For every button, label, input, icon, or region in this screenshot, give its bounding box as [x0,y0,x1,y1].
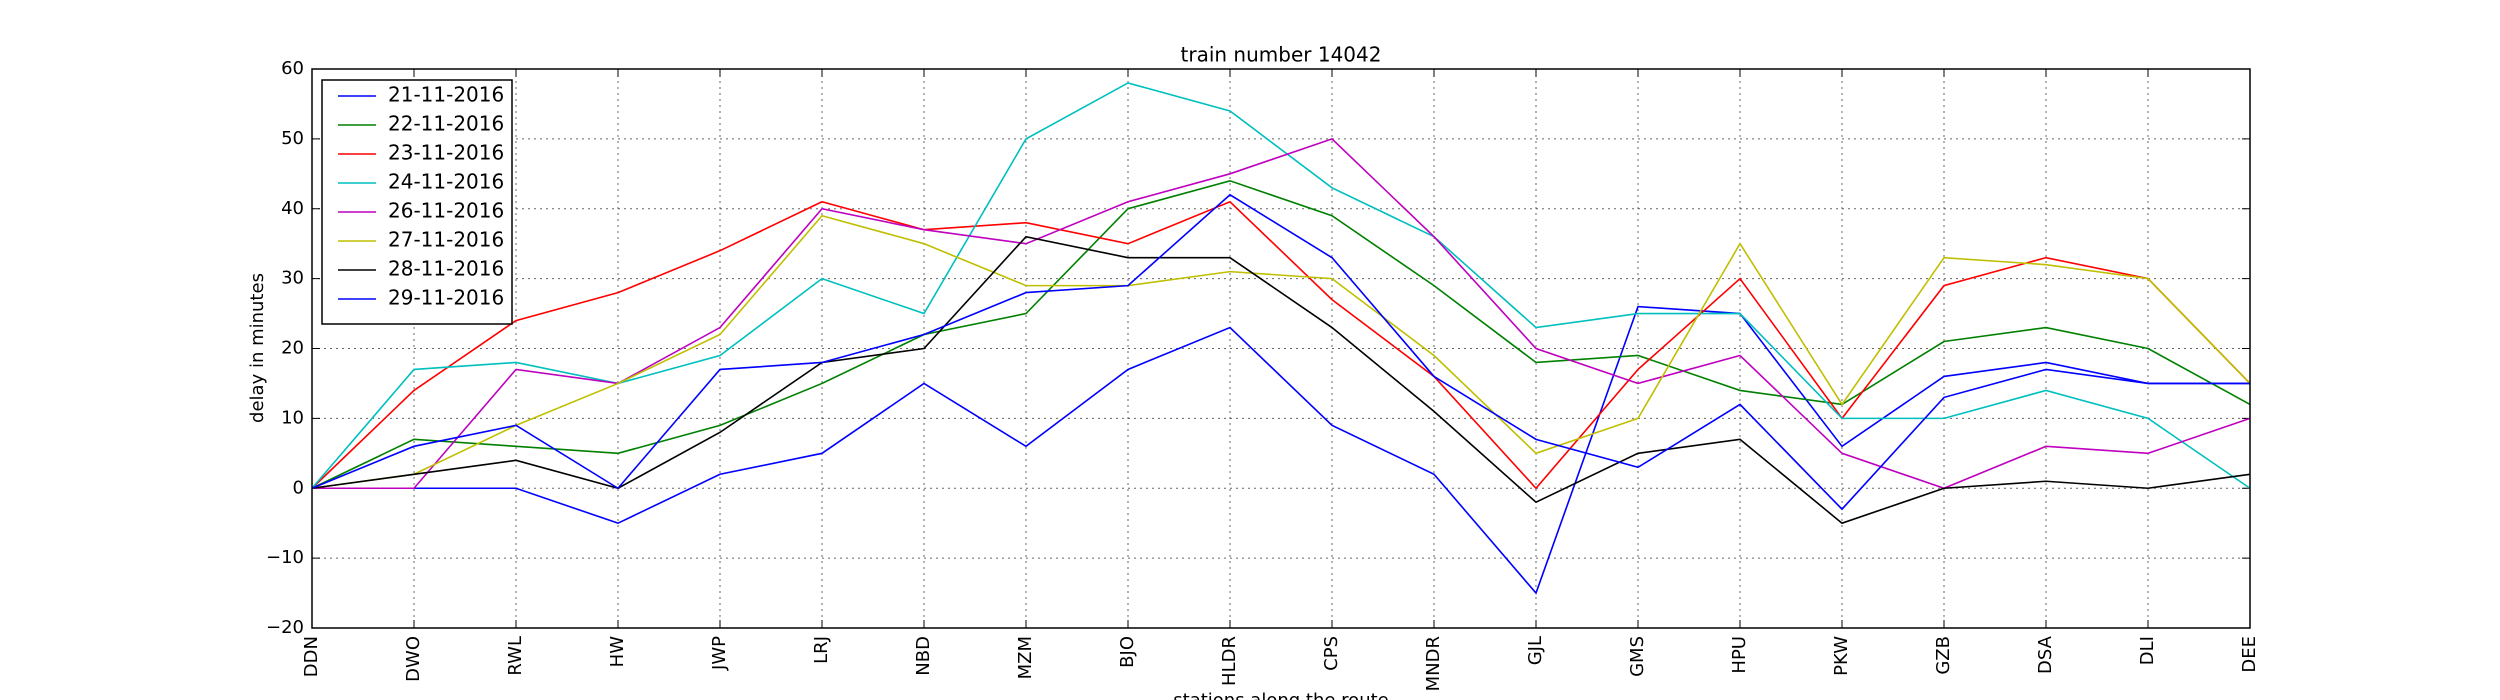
x-tick-label: NBD [913,636,934,676]
x-tick-label: HW [607,636,628,668]
legend-label: 21-11-2016 [388,83,504,107]
y-tick-label: 20 [281,338,304,359]
x-tick-label: CPS [1321,636,1342,671]
x-tick-label: DEE [2239,636,2260,673]
x-tick-label: MNDR [1423,636,1444,691]
x-tick-label: GMS [1627,636,1648,677]
y-tick-label: −20 [266,617,304,638]
legend-label: 22-11-2016 [388,112,504,136]
x-tick-label: PKW [1831,636,1852,676]
data-line [311,200,2251,490]
x-tick-label: GJL [1525,636,1546,665]
x-tick-label: DSA [2035,635,2056,674]
y-tick-label: 10 [281,407,304,428]
data-line [311,193,2250,511]
plot-frame [311,68,2251,629]
legend-label: 24-11-2016 [388,170,504,194]
x-tick-label: JWP [709,636,730,671]
y-tick-label: 50 [281,128,304,149]
y-tick-label: 0 [293,477,304,498]
data-line [312,137,2251,490]
data-line [311,214,2251,490]
legend-label: 29-11-2016 [388,286,504,310]
x-tick-label: BJO [1117,636,1138,668]
legend-label: 26-11-2016 [388,199,504,223]
x-tick-label: DLI [2137,636,2158,665]
x-axis-label: stations along the route [1173,690,1388,700]
y-tick-label: −10 [266,547,304,568]
x-tick-label: GZB [1933,636,1954,675]
y-tick-label: 30 [281,268,304,289]
x-tick-label: RWL [505,636,526,676]
x-tick-label: DDN [301,636,322,677]
legend-box [321,79,513,325]
data-line [311,235,2251,525]
y-tick-label: 60 [281,58,304,79]
x-tick-label: DWO [403,636,424,682]
y-axis-label: delay in minutes [247,273,268,423]
x-tick-label: MZM [1015,636,1036,679]
data-line [312,305,2250,595]
chart-title: train number 14042 [1181,43,1382,67]
data-line [311,179,2251,489]
legend-label: 28-11-2016 [388,257,504,281]
legend-label: 23-11-2016 [388,141,504,165]
data-line [311,82,2251,489]
x-tick-label: LRJ [811,636,832,664]
x-tick-label: HPU [1729,636,1750,674]
x-tick-label: HLDR [1219,636,1240,686]
y-tick-label: 40 [281,198,304,219]
legend-label: 27-11-2016 [388,228,504,252]
